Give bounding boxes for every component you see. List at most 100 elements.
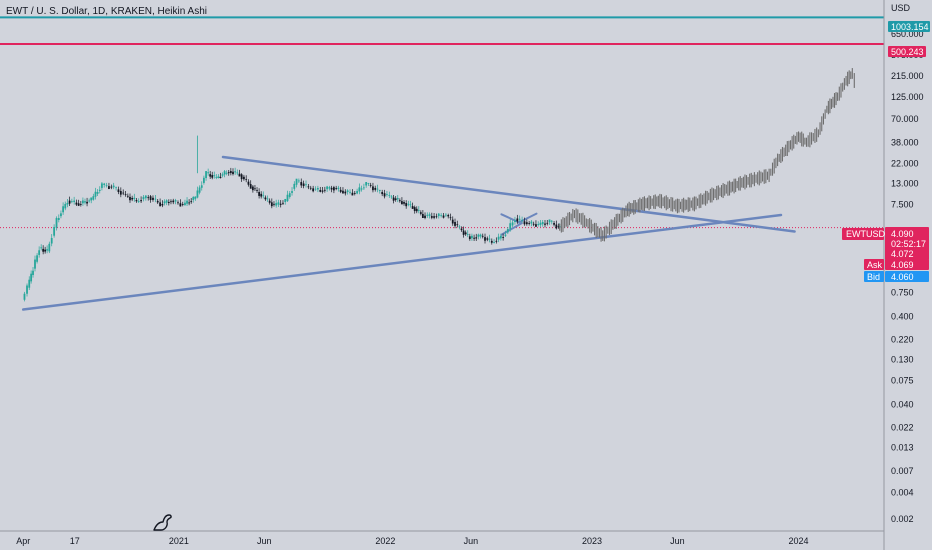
candle-body (525, 222, 528, 225)
candle-body (330, 187, 333, 190)
candle-body (236, 172, 239, 174)
candle-body (430, 216, 433, 218)
candle-body (291, 191, 293, 193)
candle-body (232, 171, 234, 175)
level-tag-red: 500.243 (891, 47, 924, 57)
price-tick-label: 0.400 (891, 312, 914, 322)
price-tick-label: 38.000 (891, 137, 919, 147)
candle-body (367, 183, 370, 184)
candle-body (523, 221, 526, 225)
candle-body (223, 171, 226, 175)
candle-body (207, 172, 210, 174)
level-tag-teal-bg (888, 21, 930, 32)
candle-body (105, 185, 108, 187)
candle-body (495, 240, 498, 242)
candle-body (454, 221, 456, 226)
tradingview-logo-icon[interactable] (153, 514, 172, 531)
candle-body (295, 178, 298, 185)
candle-body (57, 218, 60, 220)
candle-body (473, 237, 475, 239)
trendline-1[interactable] (21, 213, 783, 311)
price-tick-label: 0.040 (891, 400, 914, 410)
candle-body (398, 200, 401, 202)
candle-body (73, 200, 76, 202)
candle-body (60, 213, 62, 217)
candle-body (326, 186, 329, 190)
price-tick-label: 7.500 (891, 199, 914, 209)
pattern-line-0[interactable] (500, 213, 520, 224)
time-tick-label: Jun (670, 536, 685, 546)
projection-path (559, 68, 855, 242)
candle-body (273, 203, 275, 205)
price-tick-label: 0.004 (891, 488, 914, 498)
candle-body (50, 237, 53, 244)
candle-body (142, 196, 145, 200)
candle-body (84, 201, 86, 203)
candle-body (258, 192, 261, 196)
candle-body (42, 248, 45, 252)
bid-label: Bid (867, 272, 880, 282)
candle-body (475, 237, 478, 239)
candle-body (548, 219, 551, 223)
candle-body (32, 270, 34, 275)
candle-body (70, 201, 73, 203)
ask-price: 4.069 (891, 260, 914, 270)
candle-body (449, 217, 452, 219)
price-tick-label: 70.000 (891, 114, 919, 124)
candle-body (254, 188, 256, 190)
candle-body (440, 215, 443, 217)
candle-body (550, 220, 553, 222)
candle-body (419, 212, 422, 214)
candle-body (62, 206, 65, 213)
last-price-tag-bg (885, 227, 929, 260)
currency-label: USD (891, 3, 911, 13)
candle-body (358, 187, 361, 192)
pattern-line-2[interactable] (500, 222, 523, 236)
price-tick-label: 0.750 (891, 287, 914, 297)
candle-body (36, 255, 38, 262)
candle-body (300, 182, 303, 186)
trendline-0[interactable] (221, 155, 796, 233)
candlesticks (23, 135, 561, 302)
candle-body (353, 193, 356, 194)
candle-body (55, 218, 58, 228)
candle-body (381, 192, 384, 195)
candle-body (504, 234, 507, 236)
ask-label: Ask (867, 260, 883, 270)
time-tick-label: 2023 (582, 536, 602, 546)
candle-body (468, 236, 471, 240)
candle-body (497, 236, 500, 240)
candle-body (184, 202, 186, 206)
candle-body (378, 189, 381, 191)
candle-body (200, 185, 203, 188)
candle-body (229, 171, 232, 174)
candle-body (417, 210, 420, 211)
candle-body (188, 202, 191, 204)
candle-body (203, 177, 205, 183)
candle-body (535, 224, 537, 227)
candle-body (190, 201, 193, 203)
candle-body (48, 243, 51, 252)
candle-body (392, 197, 395, 201)
candle-body (234, 171, 237, 173)
candle-body (407, 203, 410, 205)
candle-body (344, 191, 347, 194)
candle-body (312, 188, 315, 192)
level-tag-teal: 1003.154 (891, 22, 929, 32)
candle-body (238, 173, 241, 177)
candle-body (339, 189, 342, 192)
candle-body (323, 189, 326, 191)
candle-body (103, 183, 106, 185)
candle-body (421, 213, 424, 219)
ask-price-tag-bg (885, 259, 929, 270)
time-tick-label: 17 (70, 536, 80, 546)
candle-body (240, 174, 243, 180)
candle-body (122, 192, 125, 194)
candle-body (282, 202, 284, 204)
candle-body (546, 222, 549, 224)
candle-body (314, 188, 317, 190)
candle-body (117, 189, 120, 193)
trendlines[interactable] (21, 155, 796, 311)
candle-body (262, 195, 265, 197)
